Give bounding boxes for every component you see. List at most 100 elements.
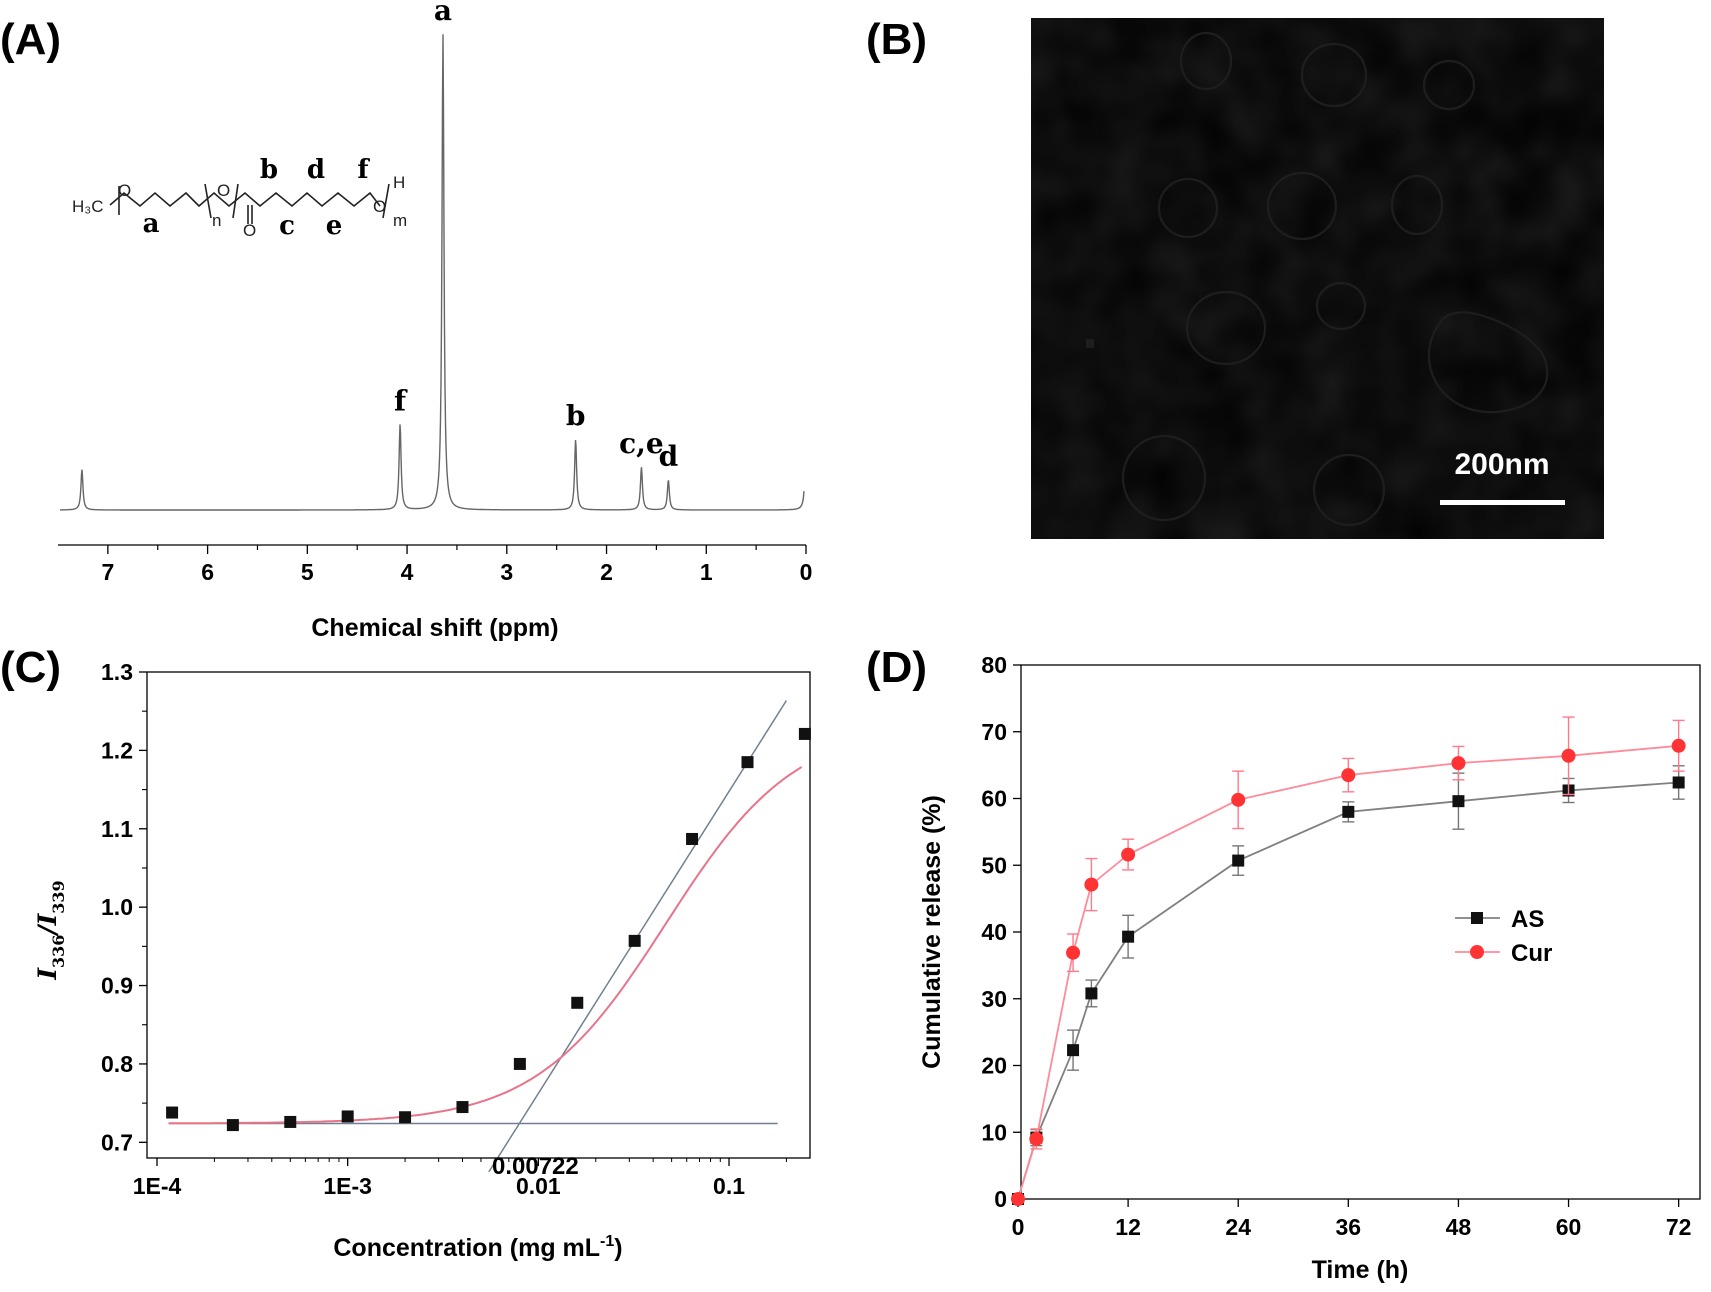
nmr-x-tick-label: 1 — [700, 559, 713, 585]
panel-label-d: (D) — [866, 643, 927, 692]
scale-bar-label: 200nm — [1454, 448, 1549, 481]
release-x-tick-label: 0 — [1012, 1214, 1025, 1240]
cmc-point — [226, 1119, 239, 1132]
release-y-tick-label: 60 — [981, 786, 1007, 812]
cmc-y-tick-label: 0.9 — [101, 973, 133, 999]
release-y-tick-label: 20 — [981, 1053, 1007, 1079]
release-point-as — [1067, 1044, 1080, 1057]
release-point-cur — [1029, 1131, 1044, 1146]
tem-debris — [1086, 339, 1094, 348]
release-x-tick-label: 12 — [1115, 1214, 1141, 1240]
nmr-x-ticks: 7 6 5 4 3 2 1 0 — [58, 544, 813, 585]
tem-blotch-overlay — [1031, 18, 1604, 539]
cmc-y-tick-label: 0.8 — [101, 1051, 133, 1077]
vesicle — [1300, 42, 1368, 108]
scale-bar — [1440, 500, 1565, 505]
legend-marker-cur — [1470, 945, 1484, 959]
release-y-tick-label: 40 — [981, 919, 1007, 945]
nmr-peak-label: d — [659, 440, 679, 473]
vesicle — [1427, 311, 1549, 414]
cmc-x-tick-label: 0.1 — [713, 1173, 745, 1199]
vesicle — [1315, 281, 1367, 331]
nmr-x-tick-label: 7 — [101, 559, 114, 585]
nmr-x-axis-label: Chemical shift (ppm) — [311, 614, 558, 642]
nmr-peak-label: b — [566, 400, 586, 433]
cmc-fit-lines — [168, 700, 803, 1173]
vesicle — [1266, 171, 1338, 241]
vesicle — [1422, 59, 1476, 111]
cmc-point — [628, 934, 641, 947]
release-point-cur — [1451, 756, 1466, 771]
vesicle — [1121, 434, 1207, 522]
release-point-cur — [1011, 1192, 1025, 1206]
nmr-peak-label: c,e — [619, 427, 664, 460]
struct-o2: O — [217, 181, 230, 200]
release-legend: AS Cur — [1455, 906, 1552, 967]
release-x-tick-label: 36 — [1336, 1214, 1362, 1240]
release-point-as — [1122, 930, 1135, 943]
panel-label-a: (A) — [0, 15, 61, 64]
nmr-peak-label: a — [434, 0, 452, 27]
cmc-point — [571, 996, 584, 1009]
release-x-axis-label: Time (h) — [1312, 1256, 1409, 1284]
nmr-x-tick-label: 4 — [401, 559, 414, 585]
cmc-ticks: 0.7 0.8 0.9 1.0 1.1 1.2 1.3 1E-4 1E-3 0.01 0.1 — [101, 659, 787, 1199]
cmc-point — [513, 1057, 526, 1070]
cmc-annotation: 0.00722 — [492, 1153, 579, 1180]
release-y-tick-label: 30 — [981, 986, 1007, 1012]
legend-label-cur: Cur — [1511, 940, 1552, 967]
cmc-point — [284, 1115, 297, 1128]
nmr-peak-label: f — [394, 384, 408, 417]
struct-label-c: c — [279, 211, 295, 241]
cmc-point — [456, 1101, 469, 1114]
chemical-structure — [109, 183, 390, 224]
vesicle — [1179, 31, 1233, 91]
release-y-axis-label: Cumulative release (%) — [918, 795, 946, 1069]
cmc-point — [166, 1106, 179, 1119]
cmc-point — [341, 1110, 354, 1123]
release-chart: 0 10 20 30 40 50 60 70 80 0 12 24 36 48 60 72 AS Cur Ti… — [918, 652, 1701, 1284]
release-point-as — [1085, 987, 1098, 1000]
cmc-x-axis-label: Concentration (mg mL-1) — [333, 1233, 622, 1262]
cmc-point — [686, 832, 699, 845]
release-y-tick-label: 80 — [981, 652, 1007, 678]
struct-label-a: a — [143, 209, 160, 239]
nmr-x-tick-label: 5 — [301, 559, 314, 585]
cmc-y-tick-label: 1.3 — [101, 659, 133, 685]
panel-label-b: (B) — [866, 15, 927, 64]
release-y-tick-label: 50 — [981, 852, 1007, 878]
struct-label-b: b — [260, 155, 278, 185]
tem-vesicles — [1121, 31, 1549, 527]
nmr-x-tick-label: 6 — [201, 559, 214, 585]
vesicle — [1185, 290, 1267, 366]
release-point-cur — [1121, 847, 1136, 862]
struct-label-f: f — [357, 155, 370, 185]
cmc-y-tick-label: 1.2 — [101, 737, 133, 763]
struct-label-e: e — [326, 211, 343, 241]
struct-o1: O — [118, 181, 131, 200]
struct-o3: O — [243, 221, 256, 240]
release-series — [1011, 716, 1686, 1206]
cmc-chart: 0.7 0.8 0.9 1.0 1.1 1.2 1.3 1E-4 1E-3 0.01 0.1 0.0… — [33, 659, 811, 1262]
struct-o4: O — [373, 197, 386, 216]
release-point-as — [1232, 854, 1245, 867]
legend-label-as: AS — [1511, 906, 1544, 933]
release-x-tick-label: 60 — [1556, 1214, 1582, 1240]
cmc-plot-frame — [146, 671, 811, 1159]
cmc-y-tick-label: 0.7 — [101, 1129, 133, 1155]
cmc-y-tick-label: 1.0 — [101, 894, 133, 920]
nmr-x-tick-label: 0 — [800, 559, 813, 585]
release-point-as — [1672, 776, 1685, 789]
cmc-point — [798, 727, 811, 740]
release-point-cur — [1231, 792, 1246, 807]
release-x-tick-label: 24 — [1225, 1214, 1251, 1240]
release-ticks: 0 10 20 30 40 50 60 70 80 0 12 24 36 48 60 72 — [981, 652, 1691, 1240]
chemical-structure-text: H₃C O n O O O H m b d f a c e — [72, 155, 407, 241]
release-point-cur — [1671, 738, 1686, 753]
release-y-tick-label: 10 — [981, 1119, 1007, 1145]
release-point-as — [1342, 805, 1355, 818]
release-point-cur — [1084, 877, 1099, 892]
release-point-cur — [1066, 945, 1081, 960]
